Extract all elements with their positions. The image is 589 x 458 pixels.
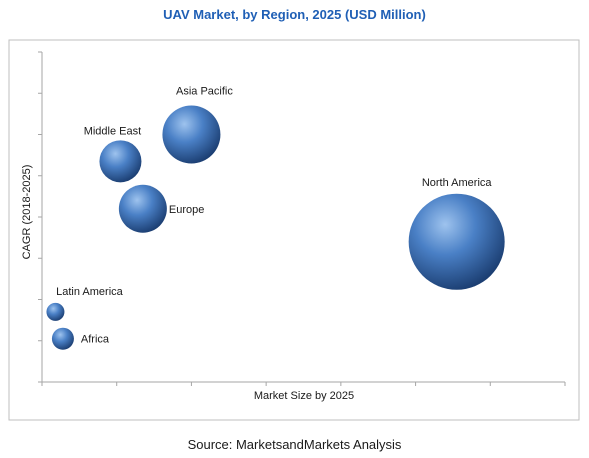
bubble-asia-pacific [162, 105, 221, 164]
bubble-label-middle-east: Middle East [84, 125, 141, 137]
bubble-north-america [408, 193, 505, 290]
bubble-label-asia-pacific: Asia Pacific [176, 86, 233, 98]
bubble-label-europe: Europe [169, 204, 204, 216]
bubble-latin-america [46, 302, 65, 321]
y-axis-label: CAGR (2018-2025) [21, 165, 33, 260]
bubble-middle-east [99, 140, 142, 183]
bubble-labels-layer: North America Asia Pacific Middle East Euro… [56, 86, 492, 346]
plot-frame [8, 39, 580, 421]
bubble-africa [51, 327, 74, 350]
bubbles-layer [46, 105, 505, 350]
source-note: Source: MarketsandMarkets Analysis [187, 437, 402, 452]
bubble-label-africa: Africa [81, 334, 110, 346]
bubble-label-latin-america: Latin America [56, 286, 124, 298]
bubble-europe [118, 184, 167, 233]
x-axis-label: Market Size by 2025 [254, 390, 354, 402]
bubble-label-north-america: North America [422, 177, 493, 189]
chart-title: UAV Market, by Region, 2025 (USD Million… [163, 7, 426, 22]
axes [38, 51, 566, 386]
